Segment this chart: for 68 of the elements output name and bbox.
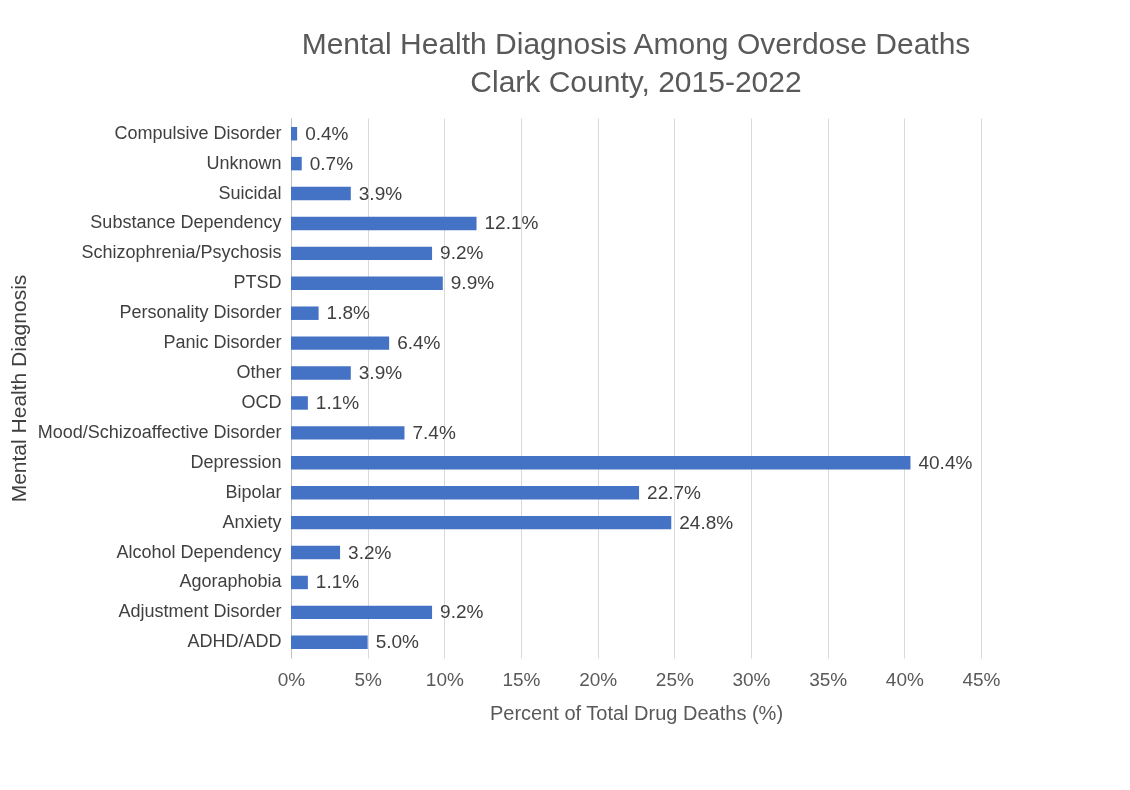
- y-tick-label: ADHD/ADD: [187, 631, 282, 652]
- x-tick-label: 35%: [809, 668, 848, 690]
- data-label: 3.9%: [358, 362, 403, 384]
- bar: [291, 485, 640, 500]
- y-tick-label: Substance Dependency: [90, 212, 282, 233]
- bar: [291, 605, 433, 620]
- bar: [291, 336, 390, 350]
- x-tick-label: 40%: [885, 668, 924, 690]
- y-tick-label: Bipolar: [225, 481, 282, 502]
- bar: [291, 515, 672, 530]
- data-label: 3.9%: [358, 182, 403, 204]
- bar: [291, 456, 911, 470]
- y-tick-label: Suicidal: [218, 182, 282, 203]
- y-tick-label: Compulsive Disorder: [114, 122, 282, 143]
- bar: [291, 366, 351, 380]
- bar: [291, 575, 308, 590]
- y-tick-label: OCD: [241, 391, 282, 412]
- y-axis-title: Mental Health Diagnosis: [6, 274, 30, 503]
- data-label: 7.4%: [412, 421, 456, 443]
- data-label: 40.4%: [918, 451, 973, 473]
- x-tick-label: 5%: [354, 668, 382, 690]
- y-tick-label: Schizophrenia/Psychosis: [81, 242, 282, 263]
- data-label: 9.2%: [440, 242, 484, 264]
- y-tick-label: Mood/Schizoaffective Disorder: [37, 421, 282, 442]
- data-label: 9.2%: [440, 601, 484, 623]
- data-label: 3.2%: [348, 541, 392, 563]
- bar: [291, 156, 302, 171]
- data-label: 12.1%: [484, 212, 539, 234]
- y-tick-label: Personality Disorder: [119, 302, 282, 323]
- data-label: 6.4%: [397, 332, 441, 354]
- bar: [291, 126, 298, 141]
- bar: [291, 426, 405, 440]
- y-tick-label: Alcohol Dependency: [116, 541, 282, 562]
- x-tick-label: 10%: [425, 668, 464, 690]
- x-tick-label: 15%: [502, 668, 541, 690]
- data-label: 1.8%: [326, 302, 371, 324]
- bar: [291, 306, 319, 320]
- data-label: 5.0%: [375, 631, 420, 653]
- data-label: 1.1%: [315, 391, 360, 413]
- data-label: 24.8%: [679, 511, 734, 533]
- y-tick-label: Agoraphobia: [179, 571, 283, 592]
- x-tick-label: 25%: [655, 668, 694, 690]
- bar: [291, 635, 368, 650]
- x-axis-title: Percent of Total Drug Deaths (%): [489, 701, 784, 724]
- chart-title: Mental Health Diagnosis Among Overdose Deaths: [301, 27, 971, 60]
- y-tick-label: Anxiety: [222, 511, 282, 532]
- bar: [291, 276, 443, 291]
- data-label: 1.1%: [315, 571, 360, 593]
- y-tick-label: PTSD: [233, 272, 282, 293]
- data-label: 9.9%: [450, 272, 495, 294]
- bar: [291, 246, 433, 261]
- y-tick-label: Panic Disorder: [163, 332, 282, 353]
- y-tick-label: Depression: [190, 451, 282, 472]
- bar: [291, 545, 341, 560]
- x-tick-label: 45%: [962, 668, 1001, 690]
- bar: [291, 396, 308, 410]
- x-tick-label: 0%: [277, 668, 306, 690]
- x-tick-label: 20%: [579, 668, 618, 690]
- x-tick-label: 30%: [732, 668, 771, 690]
- data-label: 0.7%: [309, 152, 354, 174]
- y-tick-label: Unknown: [206, 152, 282, 173]
- data-label: 0.4%: [305, 122, 349, 144]
- y-tick-label: Adjustment Disorder: [118, 601, 282, 622]
- chart-subtitle: Clark County, 2015-2022: [470, 65, 802, 98]
- data-label: 22.7%: [647, 481, 702, 503]
- bar: [291, 216, 477, 231]
- bar: [291, 186, 351, 201]
- y-tick-label: Other: [236, 362, 282, 383]
